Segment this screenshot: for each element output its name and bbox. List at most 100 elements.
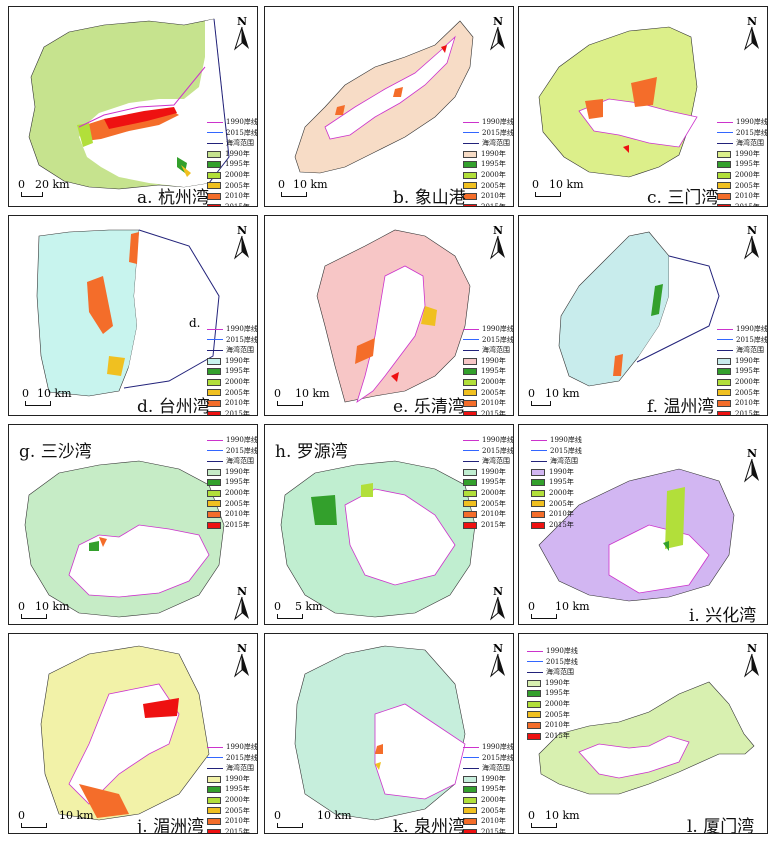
legend-label: 1990岸线 [736, 325, 768, 333]
reclaim-2000 [665, 487, 685, 549]
color-swatch [207, 150, 221, 158]
legend-line-item: 1990岸线 [527, 646, 578, 657]
hangzhou-bay-water [83, 19, 229, 183]
legend-label: 1990年 [225, 356, 250, 365]
north-label: N [493, 224, 503, 237]
color-swatch [207, 479, 221, 487]
panel-title: f. 温州湾 [647, 397, 715, 416]
color-swatch [463, 479, 477, 487]
legend-line-item: 1990岸线 [717, 324, 768, 335]
color-swatch [463, 521, 477, 529]
color-swatch [463, 192, 477, 200]
color-swatch [463, 500, 477, 508]
north-arrow-icon: N [487, 15, 509, 51]
legend-label: 2010年 [225, 399, 250, 408]
legend: 1990岸线 2015岸线 海湾范围 1990年 1995年 2000年 2005年 2010… [463, 435, 513, 530]
line-swatch [207, 767, 223, 769]
bay-boundary [636, 255, 720, 363]
color-swatch [463, 357, 477, 365]
line-swatch [717, 328, 733, 330]
legend-label: 2000年 [481, 795, 506, 804]
legend-year-item: 2010年 [527, 720, 578, 731]
legend-year-item: 1995年 [717, 159, 767, 170]
reclaim-2015 [391, 372, 399, 382]
legend-year-item: 2010年 [207, 398, 257, 409]
line-swatch [207, 450, 223, 452]
color-swatch [531, 521, 545, 529]
legend-label: 2015岸线 [226, 335, 258, 344]
legend: 1990岸线 2015岸线 海湾范围 1990年 1995年 2000年 2005年 2010… [463, 117, 513, 206]
legend-line-item: 1990岸线 [531, 435, 582, 446]
bay-map-i [538, 468, 735, 602]
bay-map-d [36, 229, 220, 397]
reclaim-1995 [663, 541, 669, 551]
legend-year-item: 2015年 [207, 409, 257, 415]
line-swatch [207, 757, 223, 759]
legend: 1990岸线 2015岸线 海湾范围 1990年 1995年 2000年 2005年 2010… [207, 324, 258, 415]
line-swatch [717, 349, 733, 351]
legend-label: 1990年 [545, 678, 570, 687]
legend: 1990岸线 2015岸线 海湾范围 1990年 1995年 2000年 2005年 2010… [717, 117, 767, 207]
north-arrow-icon: N [231, 15, 253, 51]
line-swatch [463, 339, 479, 341]
legend-line-item: 1990岸线 [463, 324, 513, 335]
legend-line-item: 2015岸线 [207, 335, 258, 346]
legend-year-item: 2010年 [463, 509, 513, 520]
legend-label: 2015岸线 [482, 335, 514, 344]
line-swatch [207, 142, 223, 144]
legend-label: 2015年 [735, 202, 760, 207]
legend: 1990岸线 2015岸线 海湾范围 1990年 1995年 2000年 2005年 2010… [527, 646, 578, 741]
legend-line-item: 海湾范围 [207, 763, 257, 774]
legend-label: 2010年 [225, 192, 250, 201]
color-swatch [717, 368, 731, 376]
legend-label: 1990年 [481, 467, 506, 476]
color-swatch [463, 828, 477, 833]
legend-label: 1995年 [481, 478, 506, 487]
color-swatch [531, 500, 545, 508]
color-swatch [463, 203, 477, 206]
legend-year-item: 2000年 [207, 377, 257, 388]
legend-line-item: 2015岸线 [463, 753, 513, 764]
legend-label: 2015年 [481, 520, 506, 529]
legend-year-item: 1995年 [207, 366, 257, 377]
line-swatch [463, 439, 479, 441]
line-swatch [527, 661, 543, 663]
color-swatch [463, 161, 477, 169]
legend-year-item: 1995年 [531, 477, 582, 488]
color-swatch [717, 357, 731, 365]
line-swatch [463, 757, 479, 759]
legend-label: 海湾范围 [226, 457, 254, 466]
legend-year-item: 1995年 [463, 784, 513, 795]
line-swatch [531, 439, 547, 441]
bay-map-j [40, 645, 210, 821]
legend-label: 1990年 [735, 356, 760, 365]
water [324, 35, 456, 140]
legend-line-item: 1990岸线 [463, 435, 513, 446]
legend-line-item: 1990岸线 [207, 742, 257, 753]
water [578, 735, 690, 779]
map-panel-j: 1990岸线 2015岸线 海湾范围 1990年 1995年 2000年 2005年 2010… [8, 633, 258, 834]
legend-label: 2005年 [225, 388, 250, 397]
color-swatch [463, 807, 477, 815]
map-panel-e: 1990岸线 2015岸线 海湾范围 1990年 1995年 2000年 2005年 2010… [264, 215, 514, 416]
legend-year-item: 2015年 [207, 827, 257, 833]
color-swatch [717, 203, 731, 206]
line-swatch [717, 339, 733, 341]
legend-label: 2015年 [481, 827, 506, 834]
line-swatch [207, 328, 223, 330]
reclaim-1995 [311, 495, 337, 525]
map-panel-k: 1990岸线 2015岸线 海湾范围 1990年 1995年 2000年 2005年 2010… [264, 633, 514, 834]
color-swatch [207, 410, 221, 415]
map-panel-i: 1990岸线 2015岸线 海湾范围 1990年 1995年 2000年 2005年 2010… [518, 424, 768, 625]
bay-map-g [24, 460, 225, 618]
legend-label: 2010年 [481, 192, 506, 201]
legend-label: 2010年 [225, 817, 250, 826]
legend-year-item: 2000年 [527, 699, 578, 710]
legend-label: 2005年 [549, 499, 574, 508]
legend-line-item: 1990岸线 [207, 435, 257, 446]
line-swatch [531, 460, 547, 462]
color-swatch [531, 468, 545, 476]
map-panel-c: 1990岸线 2015岸线 海湾范围 1990年 1995年 2000年 2005年 2010… [518, 6, 768, 207]
north-label: N [493, 585, 503, 598]
legend-line-item: 2015岸线 [463, 335, 514, 346]
